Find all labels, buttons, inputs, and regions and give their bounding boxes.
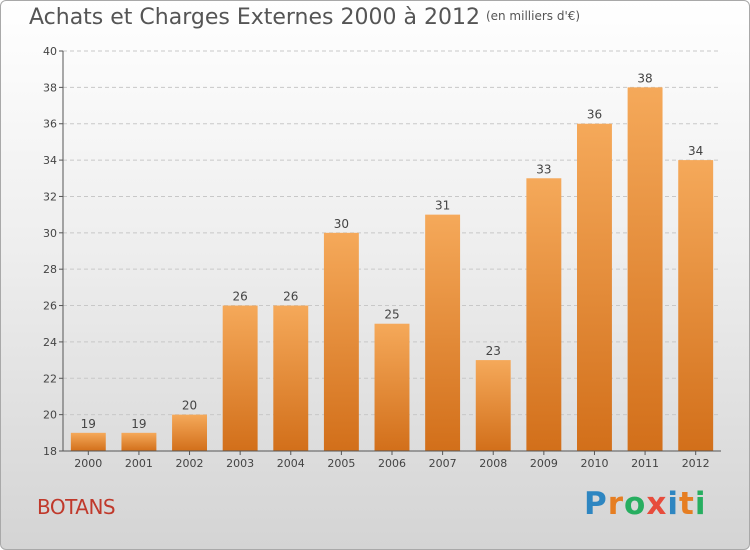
y-tick-label: 24 xyxy=(43,336,57,349)
y-tick-label: 36 xyxy=(43,118,57,131)
x-tick-label-2005: 2005 xyxy=(327,457,355,470)
x-tick-label-2000: 2000 xyxy=(74,457,102,470)
bar-2005 xyxy=(323,232,359,451)
value-label-2010: 36 xyxy=(587,108,602,122)
y-tick-label: 38 xyxy=(43,81,57,94)
x-tick-label-2002: 2002 xyxy=(176,457,204,470)
value-label-2003: 26 xyxy=(233,290,248,304)
x-tick-label-2009: 2009 xyxy=(530,457,558,470)
chart-title: Achats et Charges Externes 2000 à 2012 (e… xyxy=(29,5,580,30)
y-tick-label: 40 xyxy=(43,45,57,58)
bar-2011 xyxy=(627,87,663,451)
x-tick-label-2010: 2010 xyxy=(580,457,608,470)
y-tick-label: 20 xyxy=(43,409,57,422)
value-label-2005: 30 xyxy=(334,217,349,231)
bar-2003 xyxy=(222,305,258,451)
bar-2006 xyxy=(374,323,410,451)
value-label-2009: 33 xyxy=(536,162,551,176)
x-tick-label-2006: 2006 xyxy=(378,457,406,470)
logo-letter: i xyxy=(694,486,707,522)
commune-name: BOTANS xyxy=(37,495,116,519)
bar-2010 xyxy=(576,123,612,452)
logo-letter: x xyxy=(646,486,668,522)
x-tick-label-2001: 2001 xyxy=(125,457,153,470)
y-tick-label: 30 xyxy=(43,227,57,240)
x-tick-label-2008: 2008 xyxy=(479,457,507,470)
value-label-2001: 19 xyxy=(131,417,146,431)
value-label-2007: 31 xyxy=(435,199,450,213)
logo-letter: t xyxy=(678,486,695,522)
value-label-2011: 38 xyxy=(637,71,652,85)
bar-2000 xyxy=(70,432,106,451)
y-tick-label: 28 xyxy=(43,263,57,276)
bar-2002 xyxy=(172,414,208,451)
unit-label: (en milliers d'€) xyxy=(485,9,581,23)
x-tick-label-2003: 2003 xyxy=(226,457,254,470)
x-tick-label-2004: 2004 xyxy=(277,457,305,470)
bar-2012 xyxy=(678,160,714,451)
value-label-2008: 23 xyxy=(486,344,501,358)
y-tick-label: 22 xyxy=(43,372,57,385)
logo-letter: P xyxy=(584,486,608,522)
x-tick-label-2011: 2011 xyxy=(631,457,659,470)
value-label-2000: 19 xyxy=(81,417,96,431)
y-tick-label: 34 xyxy=(43,154,57,167)
value-label-2002: 20 xyxy=(182,399,197,413)
bar-2009 xyxy=(526,178,562,452)
logo-letter: r xyxy=(607,486,625,522)
y-tick-label: 32 xyxy=(43,190,57,203)
x-tick-label-2012: 2012 xyxy=(682,457,710,470)
bar-2007 xyxy=(425,214,461,451)
logo-letter: o xyxy=(624,486,647,522)
value-label-2006: 25 xyxy=(384,308,399,322)
value-label-2004: 26 xyxy=(283,290,298,304)
logo-letter: i xyxy=(667,486,679,522)
bar-2001 xyxy=(121,432,157,451)
bar-2008 xyxy=(475,360,511,451)
proxiti-logo: Proxiti xyxy=(584,486,706,522)
value-label-2012: 34 xyxy=(688,144,703,158)
y-tick-label: 26 xyxy=(43,300,57,313)
x-tick-label-2007: 2007 xyxy=(429,457,457,470)
y-tick-label: 18 xyxy=(43,445,57,458)
bar-2004 xyxy=(273,305,309,451)
title-text: Achats et Charges Externes 2000 à 2012 xyxy=(29,5,480,30)
